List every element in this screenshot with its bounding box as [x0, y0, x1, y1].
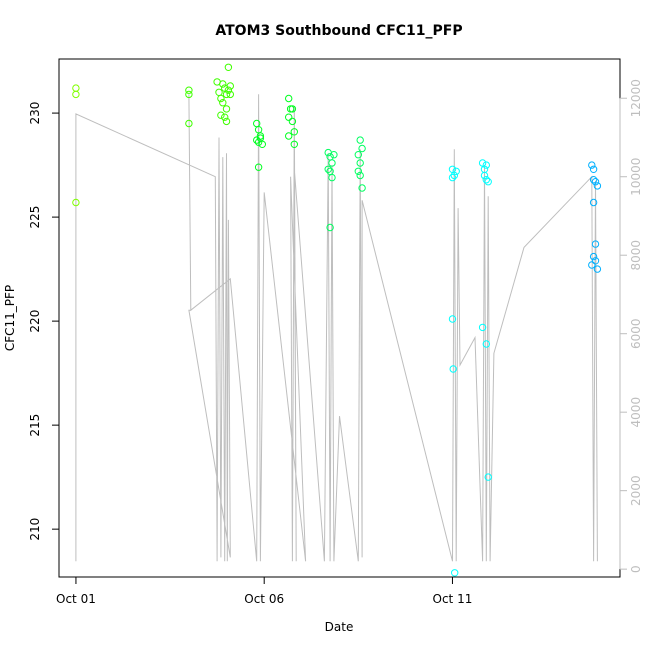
data-point — [589, 176, 598, 184]
data-point — [290, 128, 298, 136]
data-point — [480, 171, 489, 180]
data-point — [356, 136, 364, 144]
data-point — [72, 90, 80, 99]
data-point — [449, 365, 457, 373]
data-point — [450, 171, 458, 180]
data-point — [591, 257, 600, 265]
data-point — [482, 176, 490, 184]
y-right-tick-label: 2000 — [629, 475, 643, 506]
y-axis-left: 210 215 220 225 230 — [28, 102, 60, 541]
data-point — [285, 94, 293, 103]
data-points-layer — [72, 63, 602, 577]
data-point — [356, 171, 364, 180]
data-point — [217, 111, 225, 119]
data-point — [222, 117, 231, 126]
data-point — [330, 151, 338, 159]
y-right-tick-label: 4000 — [629, 397, 643, 428]
x-tick-label: Oct 01 — [56, 592, 96, 606]
altitude-line-layer — [75, 94, 598, 562]
data-point — [324, 165, 332, 174]
data-point — [256, 132, 265, 140]
data-point — [185, 90, 193, 99]
data-point — [222, 105, 231, 113]
y-left-tick-label: 210 — [28, 518, 42, 541]
data-point — [358, 184, 366, 192]
data-point — [478, 323, 487, 332]
x-tick-label: Oct 11 — [433, 592, 473, 606]
data-point — [185, 86, 193, 94]
data-point — [258, 140, 266, 149]
data-point — [285, 132, 293, 140]
data-point — [589, 198, 598, 207]
data-point — [451, 569, 459, 577]
data-point — [589, 252, 598, 261]
data-point — [591, 240, 600, 248]
y-left-tick-label: 230 — [28, 102, 42, 125]
x-axis-label: Date — [325, 620, 354, 634]
data-point — [591, 178, 600, 186]
data-point — [226, 82, 235, 90]
data-point — [285, 113, 293, 121]
data-point — [72, 84, 80, 92]
data-point — [328, 159, 336, 167]
data-point — [215, 88, 223, 97]
data-point — [217, 94, 225, 103]
data-point — [452, 167, 460, 176]
y-axis-right: 0 2000 4000 6000 8000 10000 12000 — [619, 79, 643, 573]
data-point — [219, 99, 227, 107]
data-point — [482, 161, 490, 169]
y-right-tick-label: 10000 — [629, 158, 643, 196]
y-right-tick-label: 12000 — [629, 79, 643, 117]
data-point — [448, 173, 457, 182]
data-point — [482, 340, 490, 348]
y-left-tick-label: 225 — [28, 206, 42, 229]
data-point — [354, 151, 362, 159]
data-point — [326, 223, 334, 232]
chart-title: ATOM3 Southbound CFC11_PFP — [215, 23, 462, 39]
y-right-tick-label: 8000 — [629, 240, 643, 271]
data-point — [589, 165, 598, 174]
data-point — [222, 90, 231, 99]
data-point — [354, 167, 362, 176]
data-point — [288, 117, 297, 126]
data-point — [593, 265, 602, 273]
data-point — [253, 136, 261, 144]
data-point — [185, 119, 193, 128]
data-point — [356, 159, 364, 167]
data-point — [588, 161, 596, 169]
x-axis: Oct 01 Oct 06 Oct 11 — [56, 576, 473, 606]
y-left-tick-label: 215 — [28, 414, 42, 437]
data-point — [478, 159, 487, 167]
data-point — [224, 63, 233, 72]
data-point — [328, 173, 336, 182]
data-point — [254, 163, 263, 171]
data-point — [290, 140, 298, 149]
data-point — [448, 315, 457, 323]
y-left-tick-label: 220 — [28, 310, 42, 333]
y-right-tick-label: 6000 — [629, 318, 643, 349]
x-tick-label: Oct 06 — [244, 592, 284, 606]
data-point — [484, 473, 492, 481]
data-point — [588, 261, 596, 269]
data-point — [72, 198, 80, 207]
altitude-line — [75, 94, 598, 562]
y-right-tick-label: 0 — [629, 565, 643, 573]
data-point — [224, 86, 233, 94]
data-point — [288, 105, 297, 113]
y-axis-label: CFC11_PFP — [3, 285, 17, 351]
data-point — [484, 178, 492, 186]
data-point — [358, 144, 366, 153]
data-point — [221, 113, 229, 121]
plot-frame — [58, 58, 621, 578]
data-point — [219, 80, 227, 88]
data-point — [593, 182, 602, 190]
data-point — [226, 90, 235, 99]
